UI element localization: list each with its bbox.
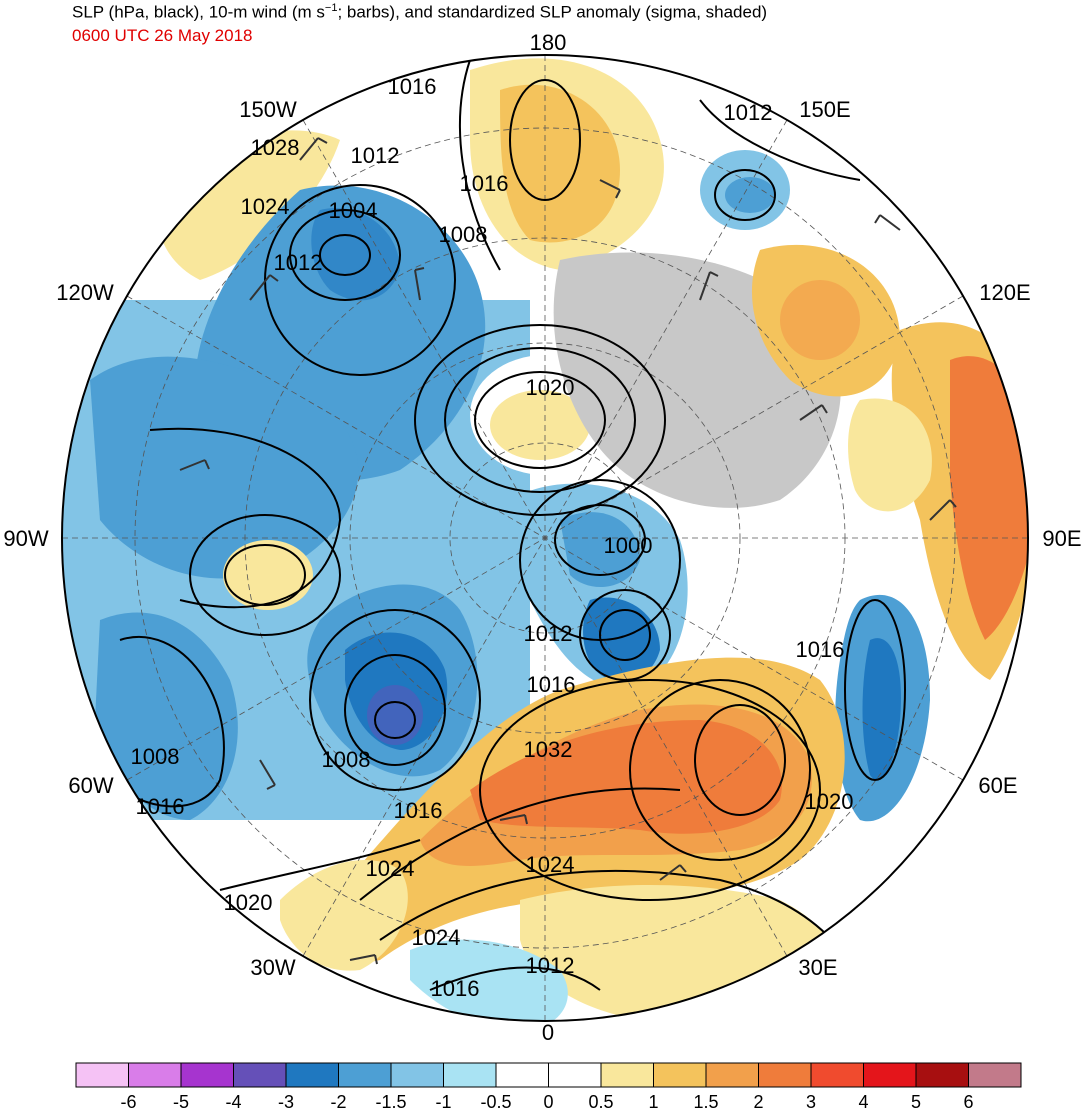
contour-label: 1016	[460, 171, 509, 196]
contour-label: 1012	[526, 953, 575, 978]
colorbar-swatch	[968, 1062, 1022, 1088]
contour-label: 1004	[329, 198, 378, 223]
contour-label: 1012	[524, 621, 573, 646]
lon-label-90w: 90W	[3, 526, 48, 551]
lon-label-150w: 150W	[239, 97, 297, 122]
colorbar-tick-label: -0.5	[480, 1092, 511, 1112]
contour-label: 1016	[394, 798, 443, 823]
lon-label-90e: 90E	[1042, 526, 1081, 551]
contour-label: 1024	[366, 856, 415, 881]
colorbar-swatch	[600, 1062, 654, 1088]
colorbar-swatch	[443, 1062, 497, 1088]
chart-title: SLP (hPa, black), 10-m wind (m s−1; barb…	[72, 2, 768, 22]
colorbar-swatch	[495, 1062, 549, 1088]
colorbar-swatch	[390, 1062, 444, 1088]
contour-label: 1020	[224, 890, 273, 915]
contour-label: 1000	[604, 533, 653, 558]
lon-label-0: 0	[542, 1020, 554, 1045]
contour-label: 1016	[796, 637, 845, 662]
colorbar-swatch	[128, 1062, 182, 1088]
contour-label: 1024	[526, 852, 575, 877]
colorbar-swatch	[233, 1062, 287, 1088]
colorbar-swatch	[75, 1062, 129, 1088]
colorbar-swatch	[285, 1062, 339, 1088]
contour-label: 1024	[412, 925, 461, 950]
colorbar-tick-label: -1	[435, 1092, 451, 1112]
colorbar-tick-label: 6	[963, 1092, 973, 1112]
colorbar-tick-label: 2	[753, 1092, 763, 1112]
contour-label: 1020	[805, 789, 854, 814]
lon-label-120w: 120W	[56, 280, 114, 305]
lon-label-60w: 60W	[68, 773, 113, 798]
anomaly-shading	[62, 58, 1028, 1021]
contour-label: 1016	[136, 794, 185, 819]
contour-label: 1032	[524, 737, 573, 762]
colorbar-tick-label: 1.5	[693, 1092, 718, 1112]
colorbar-tick-label: -6	[120, 1092, 136, 1112]
colorbar-swatch	[863, 1062, 917, 1088]
colorbar-swatch	[548, 1062, 602, 1088]
contour-label: 1008	[131, 744, 180, 769]
contour-label: 1016	[527, 672, 576, 697]
contour-labels: 1016 1012 1028 1012 1016 1024 1004 1008 …	[131, 74, 854, 1001]
isobars	[109, 59, 906, 991]
colorbar-tick-label: 0	[543, 1092, 553, 1112]
colorbar-tick-label: -5	[173, 1092, 189, 1112]
lon-label-30e: 30E	[798, 955, 837, 980]
colorbar-swatch	[810, 1062, 864, 1088]
colorbar-tick-label: -3	[278, 1092, 294, 1112]
contour-label: 1016	[431, 976, 480, 1001]
colorbar-swatch	[653, 1062, 707, 1088]
colorbar-tick-label: 5	[911, 1092, 921, 1112]
contour-label: 1012	[274, 250, 323, 275]
contour-label: 1020	[526, 375, 575, 400]
contour-label: 1016	[388, 74, 437, 99]
lon-label-30w: 30W	[250, 955, 295, 980]
colorbar-tick-label: 1	[648, 1092, 658, 1112]
colorbar-tick-label: -1.5	[375, 1092, 406, 1112]
colorbar: -6 -5 -4 -3 -2 -1.5 -1 -0.5 0 0.5 1 1.5 2 3 4 5 6	[75, 1062, 1022, 1112]
contour-label: 1012	[351, 143, 400, 168]
colorbar-swatch	[705, 1062, 759, 1088]
contour-label: 1012	[724, 100, 773, 125]
lon-label-150e: 150E	[799, 97, 850, 122]
colorbar-swatch	[338, 1062, 392, 1088]
lon-label-60e: 60E	[978, 773, 1017, 798]
contour-label: 1024	[241, 194, 290, 219]
graticule	[62, 55, 1028, 1021]
colorbar-tick-label: -4	[225, 1092, 241, 1112]
contour-label: 1008	[322, 747, 371, 772]
lon-label-180: 180	[530, 30, 567, 55]
colorbar-tick-label: 0.5	[588, 1092, 613, 1112]
valid-time: 0600 UTC 26 May 2018	[72, 26, 253, 45]
colorbar-swatch	[180, 1062, 234, 1088]
contour-label: 1008	[439, 222, 488, 247]
map-border	[61, 54, 1029, 1022]
colorbar-tick-label: 4	[858, 1092, 868, 1112]
colorbar-swatch	[758, 1062, 812, 1088]
colorbar-swatch	[915, 1062, 969, 1088]
lon-label-120e: 120E	[979, 280, 1030, 305]
colorbar-tick-label: 3	[806, 1092, 816, 1112]
colorbar-tick-label: -2	[330, 1092, 346, 1112]
contour-label: 1028	[251, 135, 300, 160]
